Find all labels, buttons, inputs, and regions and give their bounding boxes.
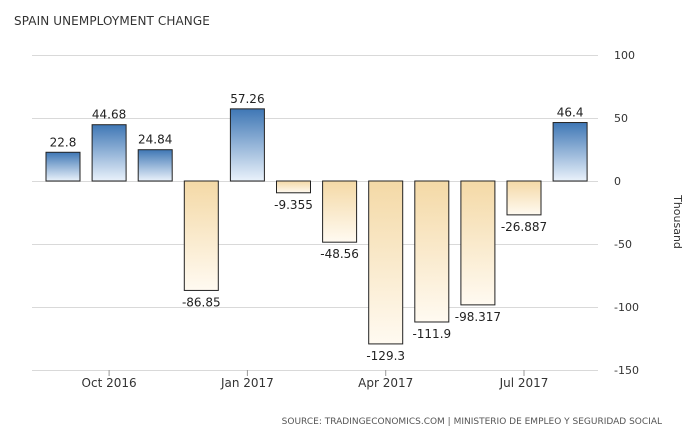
bar-dec-2016[interactable] xyxy=(183,180,219,291)
data-label: -86.85 xyxy=(182,295,221,309)
x-tick-label: Oct 2016 xyxy=(82,376,137,390)
x-tick-label: Jul 2017 xyxy=(499,376,549,390)
data-label: 57.26 xyxy=(230,92,264,106)
y-tick-label: -100 xyxy=(614,301,639,314)
grid-lines xyxy=(32,55,598,371)
y-tick-label: -150 xyxy=(614,364,639,377)
bar-feb-2017[interactable] xyxy=(276,180,311,194)
bar-apr-2017[interactable] xyxy=(368,180,404,345)
data-label: 46.4 xyxy=(557,106,584,120)
y-axis: 100 50 0 -50 -100 -150 xyxy=(614,49,639,377)
x-axis: Oct 2016 Jan 2017 Apr 2017 Jul 2017 xyxy=(82,370,549,390)
data-label: -9.355 xyxy=(274,198,313,212)
data-label: -111.9 xyxy=(412,327,451,341)
y-tick-label: -50 xyxy=(614,238,632,251)
bar-may-2017[interactable] xyxy=(414,180,450,323)
x-tick-label: Apr 2017 xyxy=(358,376,413,390)
bar-nov-2016[interactable] xyxy=(137,149,173,182)
chart-title: SPAIN UNEMPLOYMENT CHANGE xyxy=(14,14,210,28)
bar-aug-2017[interactable] xyxy=(552,122,588,182)
data-label: -48.56 xyxy=(320,247,359,261)
data-label: -98.317 xyxy=(455,310,501,324)
x-tick-label: Jan 2017 xyxy=(220,376,274,390)
bars-group xyxy=(45,108,588,345)
data-label: 44.68 xyxy=(92,108,126,122)
bar-jun-2017[interactable] xyxy=(460,180,496,306)
bar-mar-2017[interactable] xyxy=(322,180,358,243)
y-axis-label: Thousand xyxy=(671,194,684,249)
source-text: SOURCE: TRADINGECONOMICS.COM | MINISTERI… xyxy=(281,417,662,427)
data-label: 22.8 xyxy=(50,135,77,149)
bar-oct-2016[interactable] xyxy=(91,124,127,182)
bar-jan-2017[interactable] xyxy=(229,108,265,182)
y-tick-label: 50 xyxy=(614,112,628,125)
data-label: -26.887 xyxy=(501,220,547,234)
y-tick-label: 0 xyxy=(614,175,621,188)
value-labels-group: 22.8 44.68 24.84 -86.85 57.26 -9.355 -48.56 -12… xyxy=(50,92,584,363)
y-tick-label: 100 xyxy=(614,49,635,62)
bar-jul-2017[interactable] xyxy=(506,180,542,216)
data-label: -129.3 xyxy=(366,349,405,363)
data-label: 24.84 xyxy=(138,133,172,147)
bar-sep-2016[interactable] xyxy=(45,151,81,182)
